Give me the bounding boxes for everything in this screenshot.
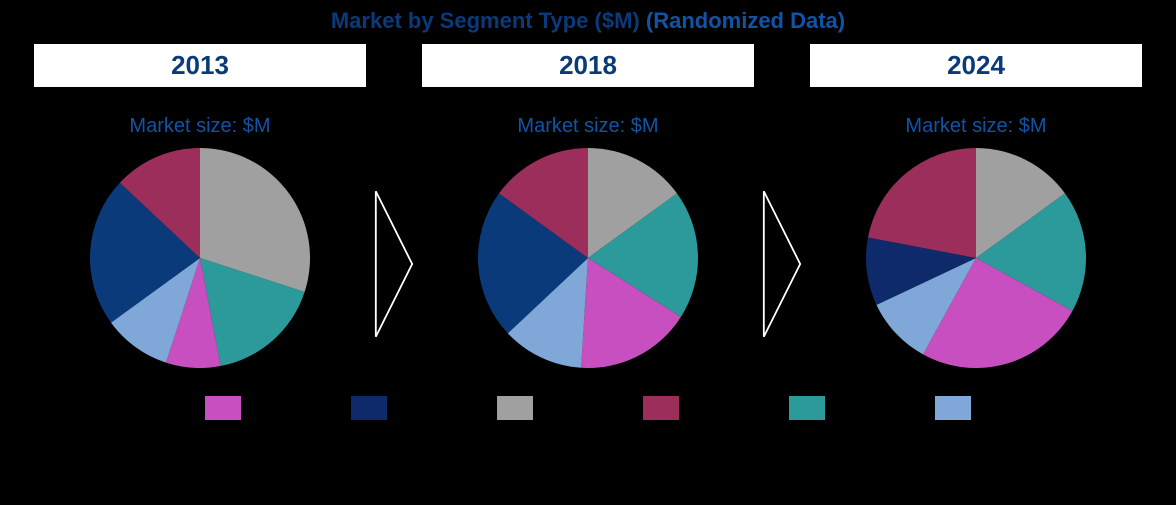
panel-2024: 2024 Market size: $M xyxy=(806,40,1146,368)
arrow-icon xyxy=(374,40,414,368)
legend-swatch-ltblue xyxy=(935,396,971,420)
chart-title: Market by Segment Type ($M) (Randomized … xyxy=(0,0,1176,40)
pie-chart xyxy=(478,148,698,368)
year-label: 2013 xyxy=(30,40,370,91)
pie-chart xyxy=(90,148,310,368)
panel-subtitle: Market size: $M xyxy=(517,115,658,138)
legend-swatch-maroon xyxy=(643,396,679,420)
title-note: (Randomized Data) xyxy=(646,8,845,33)
panel-subtitle: Market size: $M xyxy=(905,115,1046,138)
legend-swatch-navy_lt xyxy=(351,396,387,420)
panels-row: 2013 Market size: $M 2018 Market size: $… xyxy=(0,40,1176,368)
legend-swatch-gray xyxy=(497,396,533,420)
legend-swatch-teal xyxy=(789,396,825,420)
title-main: Market by Segment Type ($M) xyxy=(331,8,640,33)
panel-2018: 2018 Market size: $M xyxy=(418,40,758,368)
arrow-icon xyxy=(762,40,802,368)
pie-chart xyxy=(866,148,1086,368)
panel-2013: 2013 Market size: $M xyxy=(30,40,370,368)
legend-swatch-magenta xyxy=(205,396,241,420)
year-label: 2018 xyxy=(418,40,758,91)
year-label: 2024 xyxy=(806,40,1146,91)
legend xyxy=(0,396,1176,420)
panel-subtitle: Market size: $M xyxy=(129,115,270,138)
